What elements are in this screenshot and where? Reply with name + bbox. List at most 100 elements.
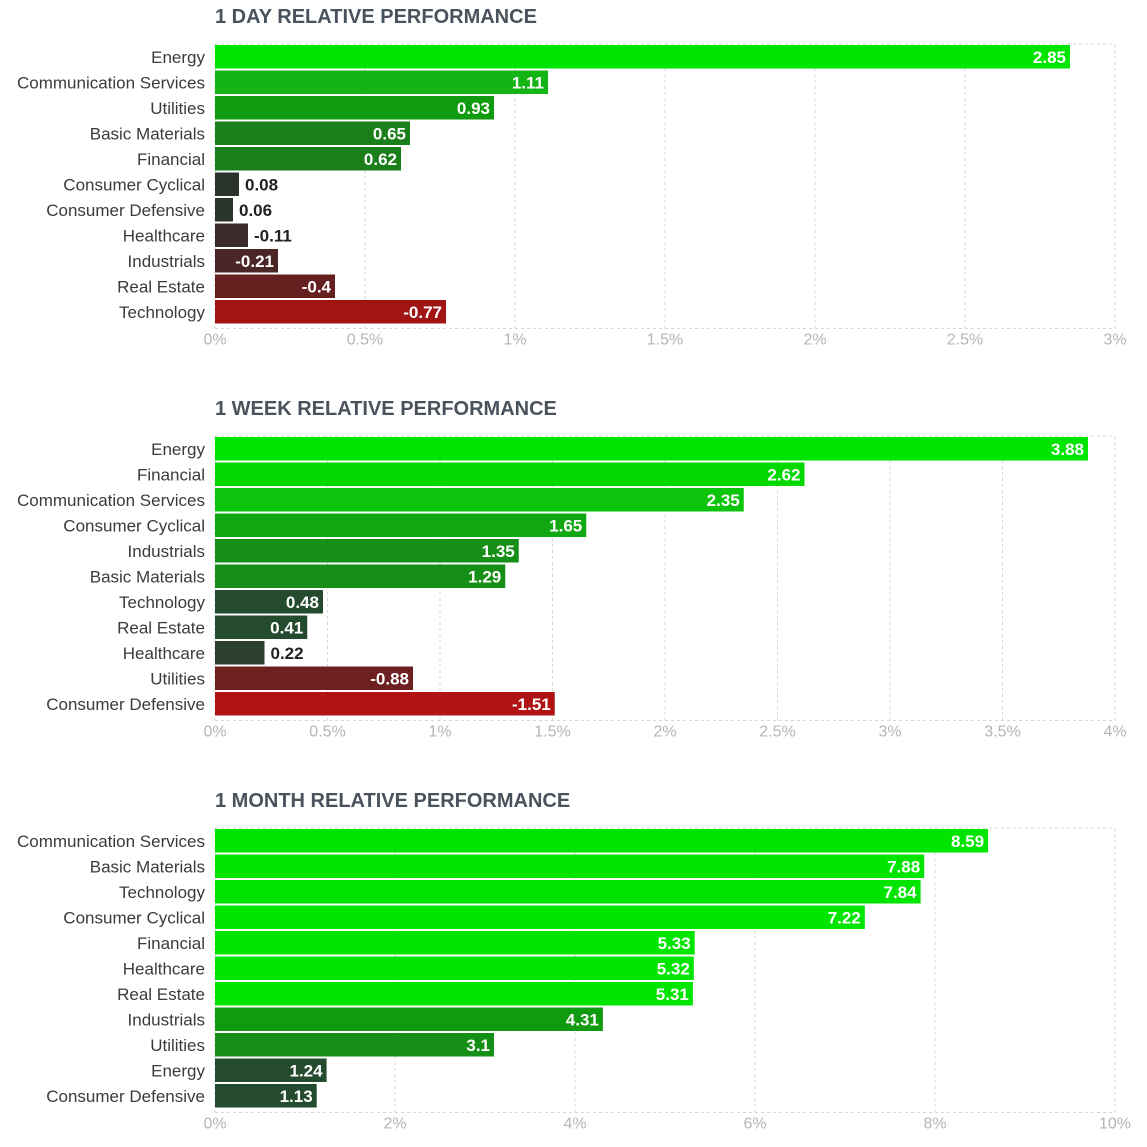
value-label: 0.06: [239, 201, 272, 220]
x-tick-label: 4%: [563, 1116, 586, 1133]
value-label: 1.24: [290, 1061, 324, 1080]
value-label: 1.65: [549, 516, 582, 535]
category-label: Utilities: [150, 1036, 205, 1055]
category-label: Real Estate: [117, 618, 205, 637]
chart-panel-1month: 1 MONTH RELATIVE PERFORMANCE 0% 2% 4% 6% 8% 1…: [0, 784, 1147, 1144]
category-label: Consumer Defensive: [46, 695, 205, 714]
category-label: Financial: [137, 934, 205, 953]
bar: [215, 854, 925, 878]
category-label: Utilities: [150, 669, 205, 688]
x-tick-label: 0.5%: [347, 332, 383, 349]
bar: [215, 437, 1088, 461]
value-label: 1.35: [482, 542, 515, 561]
bar: [215, 641, 265, 665]
x-tick-label: 1.5%: [647, 332, 683, 349]
value-label: -0.77: [403, 303, 442, 322]
x-tick-label: 8%: [923, 1116, 946, 1133]
x-tick-label: 1%: [503, 332, 526, 349]
bar-chart-1day: 0% 0.5% 1% 1.5% 2% 2.5% 3% Energy 2.85 Communicat…: [17, 43, 1127, 349]
bar-chart-1month: 0% 2% 4% 6% 8% 10% Communication Services 8.59 B…: [17, 827, 1131, 1133]
value-label: 1.29: [468, 567, 501, 586]
value-label: -0.88: [370, 669, 409, 688]
bar: [215, 880, 921, 904]
bar: [215, 564, 506, 588]
bar: [215, 274, 335, 298]
category-label: Financial: [137, 150, 205, 169]
category-label: Financial: [137, 465, 205, 484]
bar: [215, 615, 308, 639]
x-tick-label: 10%: [1099, 1116, 1131, 1133]
x-tick-label: 2%: [803, 332, 826, 349]
bar: [215, 147, 401, 171]
chart-title: 1 WEEK RELATIVE PERFORMANCE: [215, 398, 557, 420]
value-label: 0.62: [364, 150, 397, 169]
category-label: Communication Services: [17, 73, 205, 92]
x-tick-label: 3.5%: [984, 724, 1020, 741]
x-tick-label: 3%: [1103, 332, 1126, 349]
x-tick-label: 0.5%: [309, 724, 345, 741]
value-label: -0.21: [235, 252, 274, 271]
x-tick-label: 0%: [203, 332, 226, 349]
value-label: 1.13: [280, 1087, 313, 1106]
category-label: Real Estate: [117, 277, 205, 296]
bar: [215, 692, 555, 716]
value-label: 2.62: [767, 465, 800, 484]
value-label: -0.11: [254, 226, 292, 245]
category-label: Consumer Defensive: [46, 1087, 205, 1106]
value-label: 7.84: [884, 883, 918, 902]
x-tick-label: 4%: [1103, 724, 1126, 741]
value-label: 0.22: [271, 644, 304, 663]
bar: [215, 300, 446, 324]
x-tick-label: 2%: [653, 724, 676, 741]
value-label: 0.93: [457, 99, 490, 118]
category-label: Energy: [151, 48, 205, 67]
category-label: Energy: [151, 1061, 205, 1080]
category-label: Healthcare: [123, 959, 205, 978]
bar: [215, 956, 694, 980]
value-label: 0.48: [286, 593, 319, 612]
bar-chart-1week: 0% 0.5% 1% 1.5% 2% 2.5% 3% 3.5% 4% Energy 3.88 Fina…: [17, 435, 1127, 741]
x-tick-label: 0%: [203, 1116, 226, 1133]
value-label: 3.88: [1051, 440, 1084, 459]
category-label: Consumer Cyclical: [63, 175, 205, 194]
value-label: 1.11: [512, 73, 544, 92]
value-label: 5.32: [657, 959, 690, 978]
bar: [215, 121, 410, 145]
category-label: Industrials: [128, 542, 205, 561]
x-tick-label: 3%: [878, 724, 901, 741]
category-label: Technology: [119, 593, 206, 612]
category-label: Consumer Cyclical: [63, 908, 205, 927]
bar: [215, 198, 233, 222]
category-label: Consumer Defensive: [46, 201, 205, 220]
bar: [215, 982, 693, 1006]
bar: [215, 1084, 317, 1108]
chart-title: 1 MONTH RELATIVE PERFORMANCE: [215, 790, 571, 812]
chart-panel-1day: 1 DAY RELATIVE PERFORMANCE 0% 0.5% 1% 1.5% 2…: [0, 0, 1147, 360]
category-label: Energy: [151, 440, 205, 459]
value-label: 3.1: [466, 1036, 490, 1055]
category-label: Consumer Cyclical: [63, 516, 205, 535]
x-tick-label: 2.5%: [947, 332, 983, 349]
category-label: Basic Materials: [90, 567, 205, 586]
bar: [215, 45, 1070, 69]
category-label: Utilities: [150, 99, 205, 118]
value-label: -1.51: [512, 695, 551, 714]
value-label: 5.33: [658, 934, 691, 953]
category-label: Basic Materials: [90, 857, 205, 876]
category-label: Industrials: [128, 252, 205, 271]
category-label: Real Estate: [117, 985, 205, 1004]
x-tick-label: 0%: [203, 724, 226, 741]
category-label: Communication Services: [17, 832, 205, 851]
value-label: 2.35: [707, 491, 740, 510]
bar: [215, 1007, 603, 1031]
x-tick-label: 6%: [743, 1116, 766, 1133]
category-label: Industrials: [128, 1010, 205, 1029]
bar: [215, 249, 278, 273]
bar: [215, 96, 494, 120]
bar: [215, 462, 805, 486]
value-label: -0.4: [302, 277, 332, 296]
value-label: 7.22: [828, 908, 861, 927]
value-label: 0.65: [373, 124, 406, 143]
value-label: 2.85: [1033, 48, 1066, 67]
chart-title: 1 DAY RELATIVE PERFORMANCE: [215, 6, 537, 28]
